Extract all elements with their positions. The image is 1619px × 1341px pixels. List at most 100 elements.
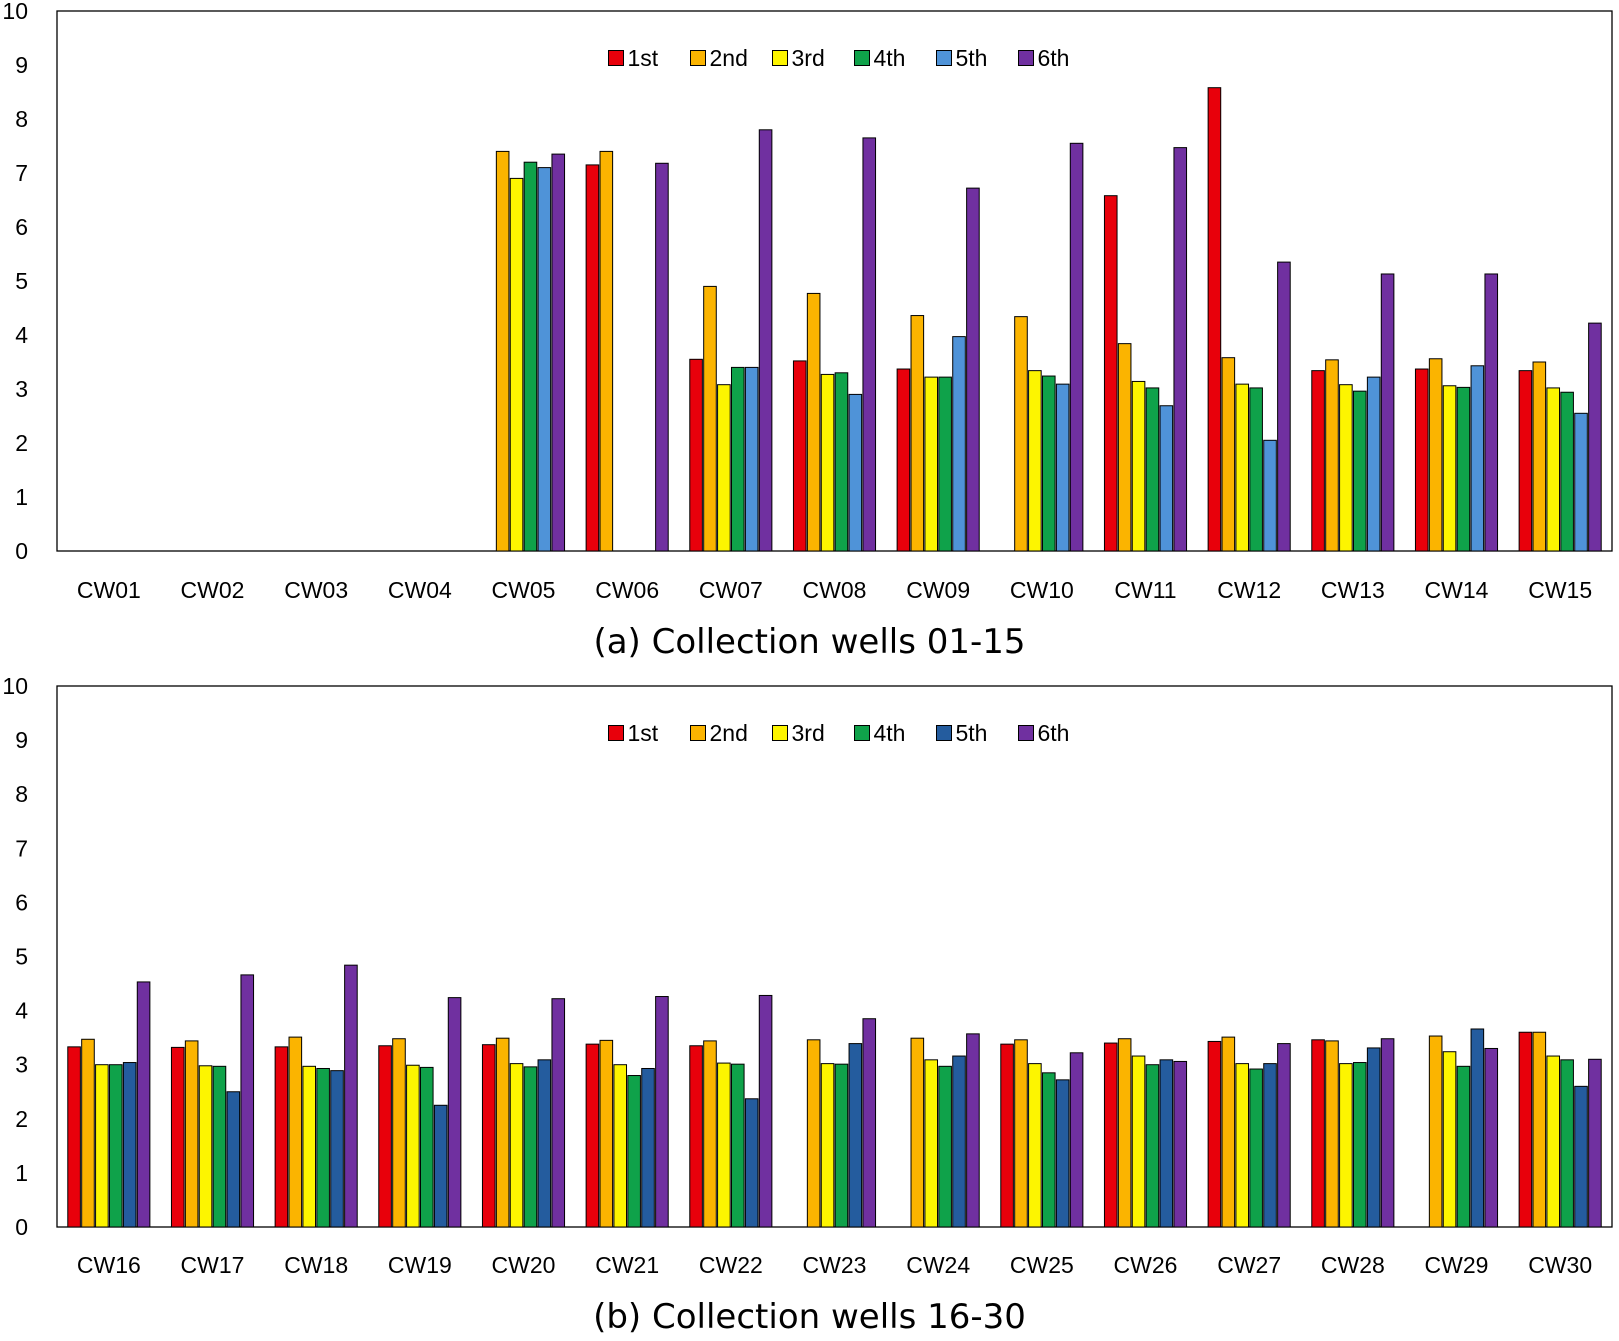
- bar-cw05-5th: [537, 167, 552, 552]
- bar-cw08-3rd: [820, 373, 835, 552]
- bar-cw08-6th: [862, 137, 877, 552]
- bar-cw29-2nd: [1428, 1035, 1443, 1228]
- legend-label-2nd: 2nd: [710, 720, 748, 746]
- x-category-label: CW09: [906, 577, 970, 603]
- bar-cw27-5th: [1263, 1063, 1277, 1228]
- x-category-label: CW01: [77, 577, 141, 603]
- bar-cw21-2nd: [599, 1039, 614, 1228]
- legend-swatch-1st: [608, 50, 624, 66]
- bar-cw09-6th: [966, 187, 980, 552]
- bar-cw06-1st: [585, 164, 600, 552]
- y-tick-label: 5: [15, 944, 28, 970]
- panel-caption: (a) Collection wells 01-15: [593, 622, 1025, 662]
- bar-cw23-4th: [834, 1063, 849, 1228]
- bar-cw10-3rd: [1028, 370, 1042, 552]
- x-category-label: CW08: [803, 577, 867, 603]
- bar-cw29-3rd: [1442, 1051, 1457, 1228]
- bar-cw08-2nd: [806, 292, 821, 552]
- bar-cw08-1st: [792, 360, 807, 552]
- bar-cw16-4th: [108, 1064, 123, 1228]
- bar-cw26-4th: [1145, 1064, 1160, 1228]
- legend-swatch-3rd: [772, 725, 788, 741]
- bar-cw19-5th: [433, 1104, 448, 1228]
- y-tick-label: 7: [15, 835, 28, 861]
- bar-cw14-3rd: [1442, 385, 1457, 552]
- bar-cw16-5th: [122, 1062, 137, 1228]
- bar-cw09-3rd: [924, 376, 939, 552]
- bar-cw16-2nd: [81, 1038, 95, 1228]
- bar-cw13-2nd: [1325, 359, 1339, 552]
- bar-cw24-4th: [938, 1065, 952, 1228]
- bar-cw20-3rd: [509, 1063, 524, 1228]
- bar-cw26-1st: [1103, 1042, 1118, 1228]
- legend-swatch-2nd: [690, 50, 706, 66]
- bar-cw26-2nd: [1117, 1038, 1132, 1228]
- bar-cw17-4th: [212, 1065, 227, 1228]
- bar-cw14-1st: [1414, 368, 1429, 552]
- bar-cw14-5th: [1470, 365, 1485, 552]
- bar-cw18-3rd: [302, 1065, 317, 1228]
- bar-cw29-4th: [1456, 1065, 1471, 1228]
- legend-label-1st: 1st: [628, 45, 659, 71]
- bar-cw25-1st: [1000, 1043, 1014, 1228]
- bar-cw21-5th: [641, 1067, 655, 1228]
- bar-cw27-2nd: [1221, 1036, 1236, 1228]
- bar-cw17-6th: [240, 974, 255, 1228]
- y-tick-label: 0: [15, 538, 28, 564]
- legend-swatch-5th: [936, 50, 952, 66]
- bar-cw20-4th: [523, 1066, 538, 1228]
- bar-cw26-3rd: [1131, 1055, 1146, 1228]
- bar-cw18-6th: [344, 964, 358, 1228]
- bar-cw22-3rd: [717, 1062, 731, 1228]
- bar-cw06-2nd: [599, 150, 614, 552]
- bar-cw17-5th: [226, 1091, 241, 1228]
- y-tick-label: 3: [15, 1052, 28, 1078]
- y-tick-label: 9: [15, 52, 28, 78]
- bar-cw30-2nd: [1532, 1031, 1547, 1228]
- bar-cw24-3rd: [924, 1059, 939, 1228]
- bar-cw11-2nd: [1117, 343, 1132, 552]
- bar-cw15-1st: [1518, 370, 1533, 552]
- bar-cw30-5th: [1574, 1085, 1588, 1228]
- bar-cw10-5th: [1055, 383, 1070, 552]
- bar-cw19-6th: [447, 997, 462, 1228]
- bar-cw10-2nd: [1014, 316, 1028, 552]
- bar-cw07-6th: [758, 129, 773, 552]
- bar-cw11-3rd: [1131, 380, 1146, 552]
- bar-cw17-1st: [170, 1046, 185, 1228]
- x-category-label: CW28: [1321, 1252, 1385, 1278]
- bar-cw16-3rd: [95, 1064, 109, 1228]
- y-tick-label: 0: [15, 1214, 28, 1240]
- x-category-label: CW04: [388, 577, 452, 603]
- bar-cw28-4th: [1352, 1062, 1367, 1228]
- bar-cw05-3rd: [509, 177, 524, 552]
- legend-label-6th: 6th: [1038, 45, 1070, 71]
- x-category-label: CW24: [906, 1252, 970, 1278]
- legend-label-6th: 6th: [1038, 720, 1070, 746]
- bar-cw05-6th: [551, 153, 566, 552]
- bar-cw21-6th: [655, 996, 669, 1228]
- bar-cw05-2nd: [495, 150, 510, 552]
- x-category-label: CW12: [1217, 577, 1281, 603]
- x-category-label: CW10: [1010, 577, 1074, 603]
- bar-cw22-6th: [758, 994, 773, 1228]
- x-category-label: CW13: [1321, 577, 1385, 603]
- bar-cw30-1st: [1518, 1031, 1533, 1228]
- x-category-label: CW06: [595, 577, 659, 603]
- bar-cw19-4th: [419, 1066, 434, 1228]
- legend: 1st 2nd 3rd 4th 5th 6th: [608, 45, 1070, 71]
- bar-cw18-4th: [316, 1067, 330, 1228]
- bar-cw23-2nd: [806, 1039, 821, 1228]
- bar-cw12-3rd: [1235, 383, 1250, 552]
- x-category-label: CW21: [595, 1252, 659, 1278]
- bar-cw28-2nd: [1325, 1040, 1339, 1228]
- legend-label-4th: 4th: [874, 720, 906, 746]
- bar-cw07-1st: [689, 358, 703, 552]
- legend-label-1st: 1st: [628, 720, 659, 746]
- bar-cw27-3rd: [1235, 1063, 1250, 1228]
- x-category-label: CW17: [181, 1252, 245, 1278]
- bar-cw07-5th: [744, 366, 759, 552]
- y-tick-label: 3: [15, 376, 28, 402]
- bar-cw13-3rd: [1339, 384, 1353, 552]
